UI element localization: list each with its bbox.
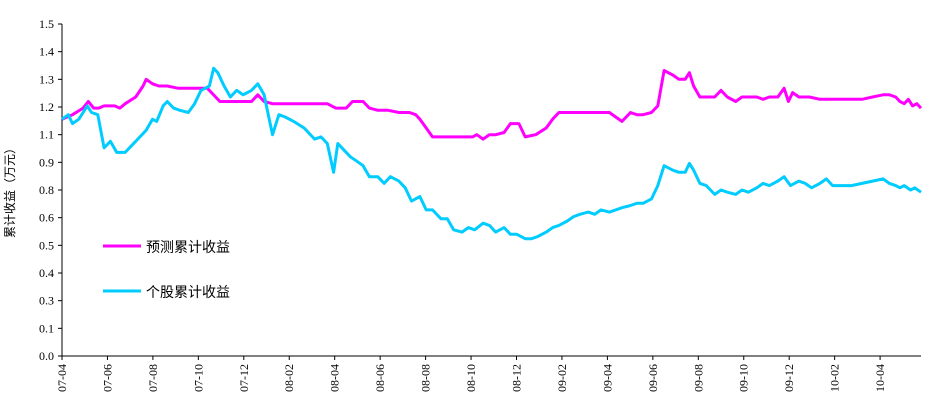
x-tick-label: 10-02 (828, 364, 842, 392)
y-tick-label: 1.4 (39, 45, 54, 59)
y-tick-label: 0.9 (39, 155, 54, 169)
x-tick-label: 09-02 (555, 364, 569, 392)
x-tick-label: 07-08 (146, 364, 160, 392)
legend-label-forecast: 预测累计收益 (146, 240, 230, 256)
x-tick-label: 09-10 (737, 364, 751, 392)
x-tick-label: 08-04 (328, 364, 342, 392)
legend: 预测累计收益 个股累计收益 (103, 240, 230, 301)
x-tick-label: 07-06 (100, 364, 114, 392)
x-tick-label: 08-08 (419, 364, 433, 392)
x-tick-label: 08-06 (373, 364, 387, 392)
legend-label-stock: 个股累计收益 (146, 285, 230, 301)
series-line-0 (61, 69, 923, 141)
x-tick-label: 09-04 (600, 364, 614, 392)
x-tick-label: 09-12 (782, 364, 796, 392)
y-tick-label: 0.5 (39, 238, 54, 252)
y-tick-label: 0.4 (39, 266, 54, 280)
y-tick-label: 1.5 (39, 17, 54, 31)
series-layer (61, 66, 923, 241)
axes: 0.0 0.1 0.3 0.4 0.5 0.6 0.8 0.9 1.1 1.2 1.3 1.4 1.5 0… (39, 17, 921, 392)
x-tick-label: 08-12 (509, 364, 523, 392)
y-tick-label: 0.0 (39, 349, 54, 363)
y-tick-label: 0.6 (39, 211, 54, 225)
x-tick-label: 07-04 (55, 364, 69, 392)
y-tick-label: 1.1 (39, 128, 54, 142)
y-axis-title: 累计收益（万元） (3, 142, 17, 238)
series-line-1 (61, 66, 922, 241)
x-tick-label: 07-12 (237, 364, 251, 392)
x-tick-label: 08-10 (464, 364, 478, 392)
x-tick-label: 09-08 (691, 364, 705, 392)
y-tick-label: 0.8 (39, 183, 54, 197)
y-tick-label: 1.2 (39, 100, 54, 114)
x-tick-label: 08-02 (282, 364, 296, 392)
y-tick-label: 0.3 (39, 294, 54, 308)
x-tick-label: 10-04 (873, 364, 887, 392)
y-tick-label: 0.1 (39, 321, 54, 335)
y-tick-label: 1.3 (39, 72, 54, 86)
x-tick-label: 07-10 (191, 364, 205, 392)
x-tick-label: 09-06 (646, 364, 660, 392)
